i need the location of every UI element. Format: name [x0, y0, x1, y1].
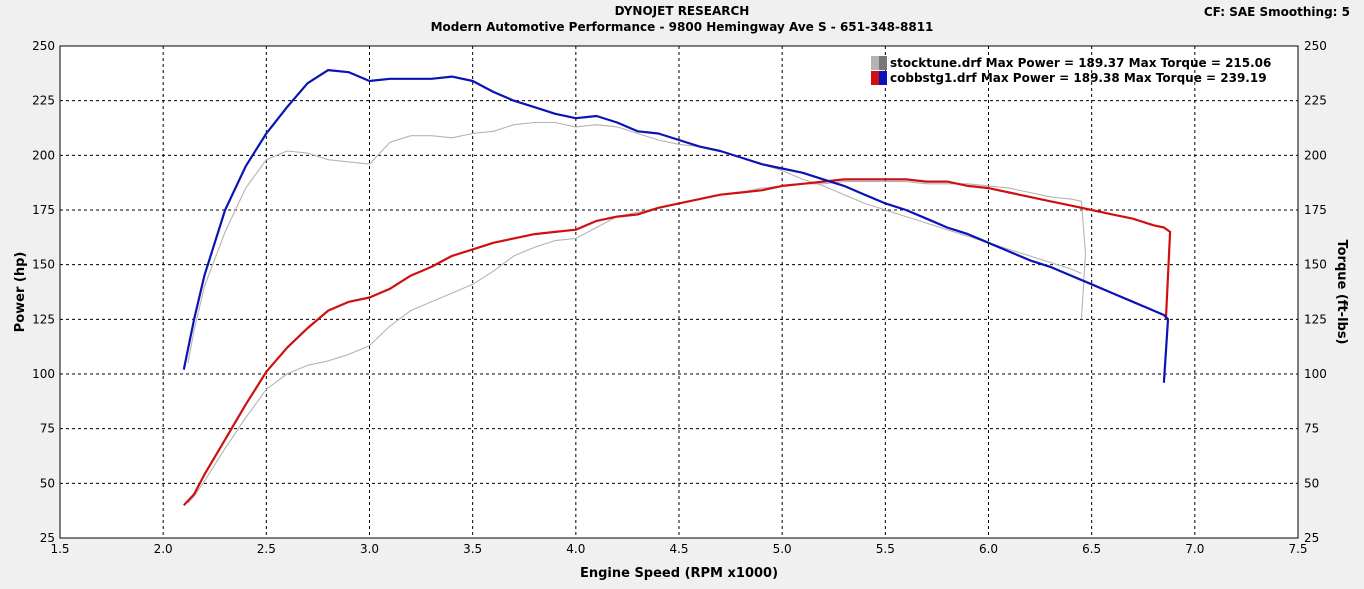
- series-cobbstg1-torque: [182, 69, 1170, 383]
- legend-swatch-torque: [879, 71, 887, 85]
- y-right-tick-label: 225: [1304, 94, 1327, 108]
- x-axis-label: Engine Speed (RPM x1000): [580, 566, 778, 581]
- y-left-tick-label: 50: [40, 476, 55, 490]
- x-tick-label: 6.0: [979, 542, 998, 556]
- legend-swatch-torque: [879, 56, 887, 70]
- chart-title: DYNOJET RESEARCH: [614, 4, 750, 18]
- y-right-tick-label: 250: [1304, 39, 1327, 53]
- chart-subtitle: Modern Automotive Performance - 9800 Hem…: [430, 20, 934, 34]
- x-tick-label: 3.5: [463, 542, 482, 556]
- y-left-tick-label: 175: [32, 203, 55, 217]
- series-cobbstg1-power: [183, 178, 1172, 506]
- y-left-tick-label: 200: [32, 148, 55, 162]
- y-left-tick-label: 125: [32, 312, 55, 326]
- legend: stocktune.drf Max Power = 189.37 Max Tor…: [871, 56, 1271, 85]
- y-right-tick-label: 25: [1304, 531, 1319, 545]
- x-tick-label: 3.0: [360, 542, 379, 556]
- x-tick-label: 5.5: [876, 542, 895, 556]
- y-left-tick-label: 100: [32, 367, 55, 381]
- y-left-tick-label: 225: [32, 94, 55, 108]
- y-left-tick-label: 75: [40, 422, 55, 436]
- y-axis-right-label: Torque (ft-lbs): [1334, 239, 1349, 344]
- x-tick-label: 4.0: [566, 542, 585, 556]
- y-right-tick-label: 200: [1304, 148, 1327, 162]
- y-right-tick-label: 150: [1304, 258, 1327, 272]
- x-tick-label: 1.5: [50, 542, 69, 556]
- settings-readout: CF: SAE Smoothing: 5: [1203, 5, 1350, 19]
- series-stocktune-torque: [187, 121, 1082, 364]
- plot-border: [59, 45, 1299, 539]
- y-right-tick-label: 50: [1304, 476, 1319, 490]
- x-tick-label: 7.0: [1185, 542, 1204, 556]
- x-tick-label: 6.5: [1082, 542, 1101, 556]
- y-left-tick-label: 250: [32, 39, 55, 53]
- y-right-tick-label: 125: [1304, 312, 1327, 326]
- grid: [60, 46, 1298, 538]
- y-left-tick-label: 25: [40, 531, 55, 545]
- legend-swatch-power: [871, 56, 879, 70]
- y-right-tick-label: 175: [1304, 203, 1327, 217]
- y-left-tick-label: 150: [32, 258, 55, 272]
- y-axis-left-label: Power (hp): [13, 252, 28, 333]
- y-right-tick-label: 100: [1304, 367, 1327, 381]
- x-tick-label: 2.0: [154, 542, 173, 556]
- x-tick-label: 2.5: [257, 542, 276, 556]
- x-tick-label: 4.5: [669, 542, 688, 556]
- x-tick-label: 5.0: [773, 542, 792, 556]
- legend-swatch-power: [871, 71, 879, 85]
- y-right-tick-label: 75: [1304, 422, 1319, 436]
- legend-entry: stocktune.drf Max Power = 189.37 Max Tor…: [890, 56, 1271, 70]
- legend-entry: cobbstg1.drf Max Power = 189.38 Max Torq…: [890, 71, 1267, 85]
- x-tick-label: 7.5: [1288, 542, 1307, 556]
